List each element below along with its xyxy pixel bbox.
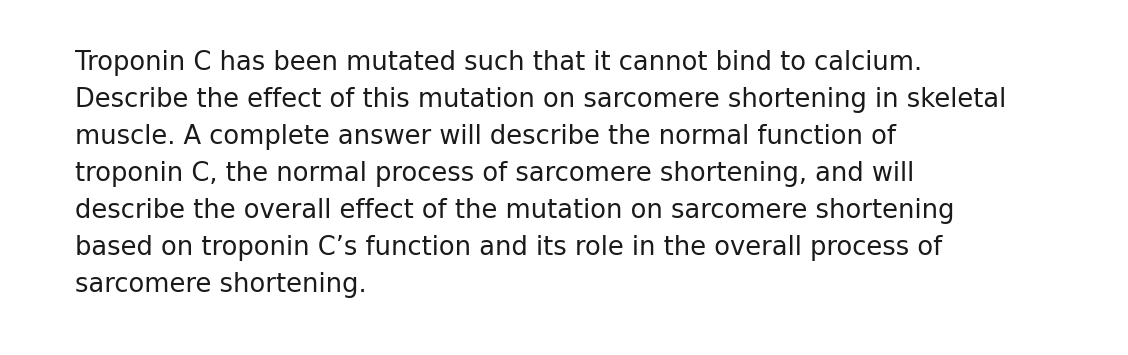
Text: Troponin C has been mutated such that it cannot bind to calcium.
Describe the ef: Troponin C has been mutated such that it… xyxy=(74,50,1006,298)
